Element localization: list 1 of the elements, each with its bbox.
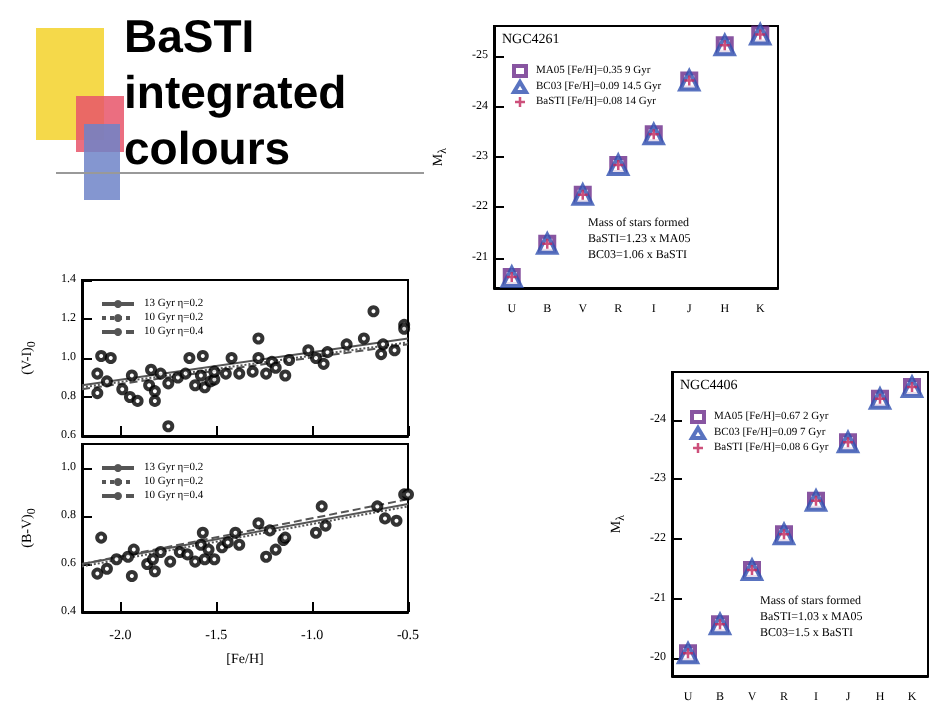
text: BaSTI integrated colours [124, 8, 349, 176]
